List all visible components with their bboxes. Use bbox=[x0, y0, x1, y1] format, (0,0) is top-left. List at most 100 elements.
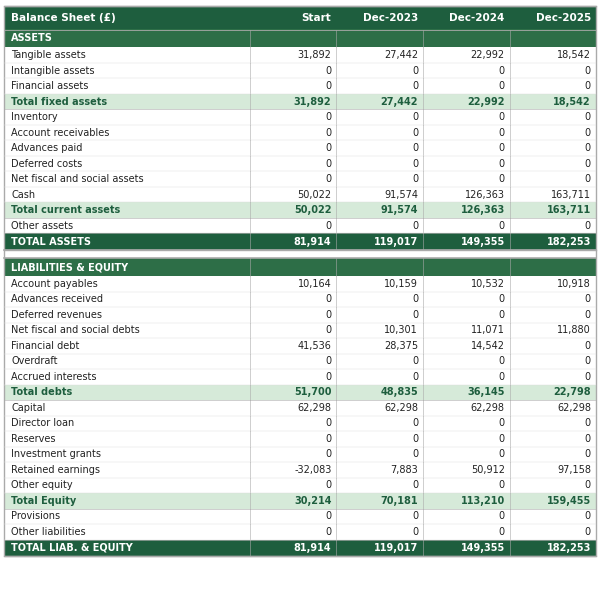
Text: 27,442: 27,442 bbox=[380, 96, 418, 106]
Text: 91,574: 91,574 bbox=[380, 205, 418, 215]
Text: 0: 0 bbox=[585, 174, 591, 184]
Text: 10,918: 10,918 bbox=[557, 279, 591, 289]
Bar bbox=[4, 202, 596, 218]
Text: 0: 0 bbox=[585, 434, 591, 444]
Text: 0: 0 bbox=[585, 449, 591, 459]
Text: 0: 0 bbox=[325, 81, 331, 91]
Bar bbox=[4, 478, 596, 493]
Text: 0: 0 bbox=[412, 372, 418, 382]
Text: Total current assets: Total current assets bbox=[11, 205, 120, 215]
Text: 0: 0 bbox=[585, 66, 591, 76]
Text: Advances paid: Advances paid bbox=[11, 143, 82, 153]
Text: 0: 0 bbox=[412, 66, 418, 76]
Text: 0: 0 bbox=[412, 220, 418, 230]
Text: 0: 0 bbox=[325, 294, 331, 304]
Bar bbox=[4, 250, 596, 258]
Text: Other liabilities: Other liabilities bbox=[11, 527, 86, 537]
Text: TOTAL LIAB. & EQUITY: TOTAL LIAB. & EQUITY bbox=[11, 543, 133, 553]
Text: 113,210: 113,210 bbox=[461, 496, 505, 506]
Text: 0: 0 bbox=[325, 418, 331, 428]
Text: Deferred costs: Deferred costs bbox=[11, 158, 82, 168]
Text: Intangible assets: Intangible assets bbox=[11, 66, 95, 76]
Text: 50,022: 50,022 bbox=[297, 190, 331, 200]
Text: 30,214: 30,214 bbox=[294, 496, 331, 506]
Text: 10,532: 10,532 bbox=[471, 279, 505, 289]
Text: 81,914: 81,914 bbox=[294, 543, 331, 553]
Text: 0: 0 bbox=[325, 527, 331, 537]
Text: 11,071: 11,071 bbox=[471, 326, 505, 335]
Text: 28,375: 28,375 bbox=[384, 341, 418, 351]
Text: 0: 0 bbox=[412, 174, 418, 184]
Text: 0: 0 bbox=[585, 220, 591, 230]
Text: 0: 0 bbox=[499, 112, 505, 122]
Text: 0: 0 bbox=[325, 434, 331, 444]
Bar bbox=[4, 30, 596, 47]
Bar bbox=[4, 462, 596, 478]
Text: Total fixed assets: Total fixed assets bbox=[11, 96, 107, 106]
Text: 14,542: 14,542 bbox=[471, 341, 505, 351]
Bar bbox=[4, 369, 596, 385]
Text: 0: 0 bbox=[499, 511, 505, 521]
Text: 97,158: 97,158 bbox=[557, 465, 591, 475]
Text: 0: 0 bbox=[325, 326, 331, 335]
Text: 22,992: 22,992 bbox=[471, 50, 505, 60]
Bar bbox=[4, 125, 596, 140]
Text: 0: 0 bbox=[412, 158, 418, 168]
Text: Dec-2023: Dec-2023 bbox=[363, 13, 418, 22]
Text: 7,883: 7,883 bbox=[391, 465, 418, 475]
Text: 0: 0 bbox=[325, 66, 331, 76]
Text: 149,355: 149,355 bbox=[461, 236, 505, 246]
Bar bbox=[4, 109, 596, 125]
Text: 62,298: 62,298 bbox=[384, 403, 418, 413]
Text: 0: 0 bbox=[585, 511, 591, 521]
Bar bbox=[4, 94, 596, 109]
Text: 41,536: 41,536 bbox=[298, 341, 331, 351]
Text: 0: 0 bbox=[585, 480, 591, 491]
Text: Director loan: Director loan bbox=[11, 418, 74, 428]
Text: 0: 0 bbox=[325, 372, 331, 382]
Bar bbox=[4, 218, 596, 233]
Text: 0: 0 bbox=[585, 372, 591, 382]
Text: 0: 0 bbox=[325, 356, 331, 366]
Text: 10,301: 10,301 bbox=[385, 326, 418, 335]
Bar bbox=[4, 187, 596, 202]
Text: 0: 0 bbox=[412, 294, 418, 304]
Text: 0: 0 bbox=[325, 449, 331, 459]
Text: 0: 0 bbox=[325, 143, 331, 153]
Text: LIABILITIES & EQUITY: LIABILITIES & EQUITY bbox=[11, 262, 128, 272]
Text: 149,355: 149,355 bbox=[461, 543, 505, 553]
Text: 36,145: 36,145 bbox=[467, 387, 505, 397]
Bar bbox=[4, 415, 596, 431]
Text: 0: 0 bbox=[499, 310, 505, 320]
Bar bbox=[4, 338, 596, 353]
Text: 81,914: 81,914 bbox=[294, 236, 331, 246]
Text: 10,164: 10,164 bbox=[298, 279, 331, 289]
Text: 0: 0 bbox=[325, 220, 331, 230]
Text: 0: 0 bbox=[412, 434, 418, 444]
Text: 18,542: 18,542 bbox=[553, 96, 591, 106]
Text: Total debts: Total debts bbox=[11, 387, 72, 397]
Text: 48,835: 48,835 bbox=[380, 387, 418, 397]
Text: 70,181: 70,181 bbox=[380, 496, 418, 506]
Text: 62,298: 62,298 bbox=[298, 403, 331, 413]
Text: 163,711: 163,711 bbox=[547, 205, 591, 215]
Text: 18,542: 18,542 bbox=[557, 50, 591, 60]
Bar bbox=[4, 258, 596, 276]
Bar bbox=[4, 276, 596, 291]
Bar bbox=[4, 323, 596, 338]
Text: 0: 0 bbox=[499, 356, 505, 366]
Text: 11,880: 11,880 bbox=[557, 326, 591, 335]
Text: 22,798: 22,798 bbox=[553, 387, 591, 397]
Text: Dec-2025: Dec-2025 bbox=[536, 13, 591, 22]
Text: 0: 0 bbox=[499, 527, 505, 537]
Text: 27,442: 27,442 bbox=[384, 50, 418, 60]
Text: 91,574: 91,574 bbox=[384, 190, 418, 200]
Text: -32,083: -32,083 bbox=[294, 465, 331, 475]
Text: 31,892: 31,892 bbox=[294, 96, 331, 106]
Text: 0: 0 bbox=[585, 112, 591, 122]
Text: Advances received: Advances received bbox=[11, 294, 103, 304]
Text: 0: 0 bbox=[325, 112, 331, 122]
Text: 0: 0 bbox=[412, 112, 418, 122]
Bar bbox=[4, 307, 596, 323]
Text: 0: 0 bbox=[325, 511, 331, 521]
